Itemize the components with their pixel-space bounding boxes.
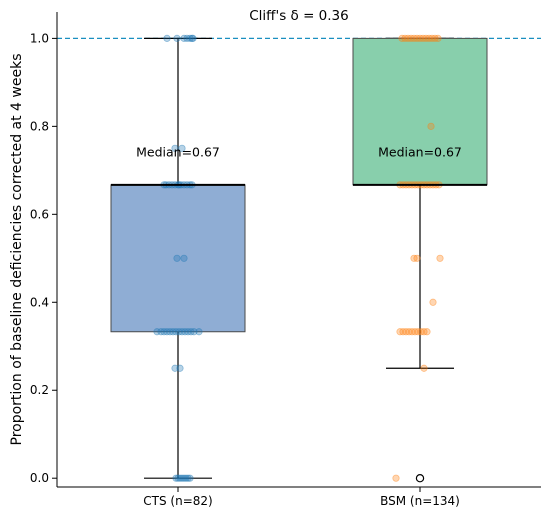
- data-point: [171, 144, 179, 152]
- data-point: [411, 328, 419, 336]
- data-point: [175, 328, 183, 336]
- data-point: [180, 474, 188, 482]
- data-point: [392, 474, 400, 482]
- plot-area: Median=0.67 Median=0.67 0.0 0.2 0.4 0.6 0.8 1.0…: [30, 12, 541, 508]
- y-tick-label: 0.8: [30, 119, 49, 133]
- iqr-box: [110, 184, 246, 333]
- data-point: [173, 34, 181, 42]
- x-tick-label: CTS (n=82): [143, 494, 212, 508]
- data-point: [189, 34, 197, 42]
- data-point: [413, 34, 421, 42]
- data-point: [401, 34, 409, 42]
- data-point: [420, 328, 428, 336]
- data-point: [408, 328, 416, 336]
- data-point: [407, 34, 415, 42]
- group-1: [352, 37, 488, 483]
- data-point: [419, 34, 427, 42]
- data-point: [434, 34, 442, 42]
- data-point: [402, 328, 410, 336]
- data-point: [160, 328, 168, 336]
- data-point: [195, 328, 203, 336]
- data-point: [416, 34, 424, 42]
- iqr-box: [352, 37, 488, 186]
- data-point: [396, 328, 404, 336]
- data-point: [169, 328, 177, 336]
- data-point: [178, 474, 186, 482]
- data-point: [181, 328, 189, 336]
- data-point: [436, 254, 444, 262]
- data-point: [420, 364, 428, 372]
- data-point: [422, 34, 430, 42]
- y-tick-label: 0.0: [30, 471, 49, 485]
- data-point: [410, 34, 418, 42]
- group-0: [110, 37, 246, 479]
- data-point: [163, 328, 171, 336]
- data-point: [410, 254, 418, 262]
- data-point: [153, 328, 161, 336]
- data-point: [184, 474, 192, 482]
- y-tick-label: 1.0: [30, 31, 49, 45]
- data-point: [414, 328, 422, 336]
- data-point: [174, 474, 182, 482]
- data-point: [157, 328, 165, 336]
- data-point: [429, 298, 437, 306]
- x-tick-label: BSM (n=134): [380, 494, 460, 508]
- data-point: [166, 328, 174, 336]
- data-point: [183, 34, 191, 42]
- data-point: [178, 144, 186, 152]
- data-point: [413, 254, 421, 262]
- data-point: [190, 328, 198, 336]
- data-point: [187, 328, 195, 336]
- points-1: [392, 34, 444, 482]
- data-point: [423, 328, 431, 336]
- median-annotation: Median=0.67: [136, 145, 220, 160]
- data-point: [178, 328, 186, 336]
- y-axis-label: Proportion of baseline deficiencies corr…: [9, 54, 25, 446]
- data-point: [186, 474, 194, 482]
- y-tick-label: 0.6: [30, 207, 49, 221]
- data-point: [182, 474, 190, 482]
- data-point: [417, 328, 425, 336]
- data-point: [180, 34, 188, 42]
- data-point: [186, 34, 194, 42]
- data-point: [428, 34, 436, 42]
- data-point: [399, 328, 407, 336]
- data-point: [398, 34, 406, 42]
- y-tick-label: 0.4: [30, 295, 49, 309]
- data-point: [188, 34, 196, 42]
- data-point: [431, 34, 439, 42]
- median-annotation: Median=0.67: [378, 145, 462, 160]
- data-point: [173, 254, 181, 262]
- outlier-marker: [415, 474, 425, 483]
- data-point: [425, 34, 433, 42]
- data-point: [405, 328, 413, 336]
- y-tick-label: 0.2: [30, 383, 49, 397]
- data-point: [427, 122, 435, 130]
- data-point: [404, 34, 412, 42]
- data-point: [176, 474, 184, 482]
- data-point: [176, 364, 184, 372]
- data-point: [171, 364, 179, 372]
- data-point: [172, 474, 180, 482]
- data-point: [172, 328, 180, 336]
- data-point: [180, 254, 188, 262]
- data-point: [163, 34, 171, 42]
- chart-title: Cliff's δ = 0.36: [249, 8, 348, 24]
- data-point: [184, 328, 192, 336]
